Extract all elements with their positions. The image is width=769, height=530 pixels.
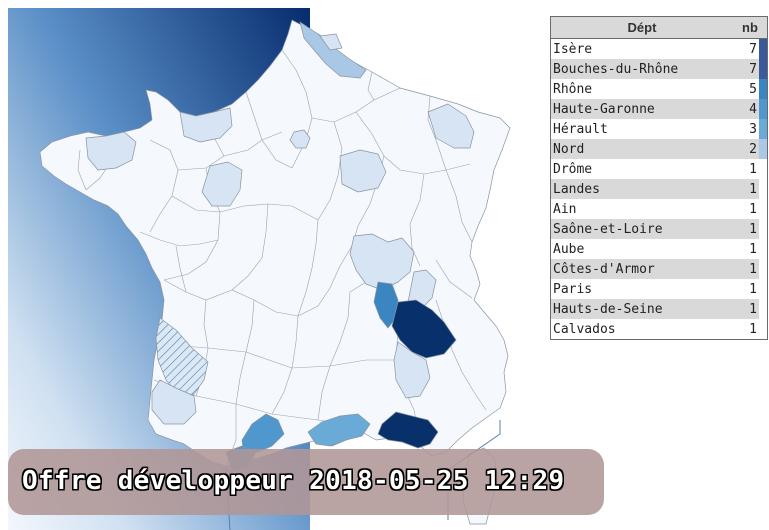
- dept-name: Hauts-de-Seine: [553, 301, 663, 317]
- header-nb: nb: [742, 20, 758, 35]
- dept-count: 7: [749, 41, 757, 57]
- table-row: Aube 1: [551, 239, 767, 259]
- table-row: Drôme 1: [551, 159, 767, 179]
- table-row: Côtes-d'Armor 1: [551, 259, 767, 279]
- color-swatch: [759, 79, 767, 99]
- dept-name: Rhône: [553, 81, 593, 97]
- table-row: Isère 7: [551, 39, 767, 59]
- dept-moselle: [427, 103, 475, 149]
- dept-name: Hérault: [553, 121, 608, 137]
- table-row: Rhône 5: [551, 79, 767, 99]
- dept-name: Nord: [553, 141, 585, 157]
- dept-count: 5: [749, 81, 757, 97]
- dept-name: Paris: [553, 281, 593, 297]
- table-row: Hérault 3: [551, 119, 767, 139]
- dept-name: Isère: [553, 41, 593, 57]
- color-swatch: [759, 119, 767, 139]
- dept-name: Drôme: [553, 161, 593, 177]
- dept-count: 1: [749, 261, 757, 277]
- dept-count: 1: [749, 241, 757, 257]
- color-swatch: [759, 319, 767, 339]
- table-row: Landes 1: [551, 179, 767, 199]
- dept-count: 1: [749, 161, 757, 177]
- color-swatch: [759, 299, 767, 319]
- dept-name: Ain: [553, 201, 577, 217]
- dept-name: Haute-Garonne: [553, 101, 655, 117]
- banner-text: Offre développeur 2018-05-25 12:29: [22, 466, 565, 496]
- table-header: Dépt nb: [551, 17, 767, 39]
- dept-count: 1: [749, 301, 757, 317]
- table-row: Ain 1: [551, 199, 767, 219]
- table-row: Paris 1: [551, 279, 767, 299]
- dept-name: Bouches-du-Rhône: [553, 61, 679, 77]
- color-swatch: [759, 139, 767, 159]
- color-swatch: [759, 179, 767, 199]
- dept-name: Calvados: [553, 321, 616, 337]
- table-row: Hauts-de-Seine 1: [551, 299, 767, 319]
- dept-count: 1: [749, 281, 757, 297]
- dept-landes: [155, 317, 209, 397]
- dept-count: 3: [749, 121, 757, 137]
- dept-bouches-du-rhone: [377, 411, 439, 449]
- department-count-table: Dépt nb Isère 7 Bouches-du-Rhône 7 Rhône 5 Hau…: [550, 16, 768, 340]
- dept-paris-region: [289, 129, 311, 149]
- color-swatch: [759, 259, 767, 279]
- table-row: Calvados 1: [551, 319, 767, 339]
- dept-count: 1: [749, 181, 757, 197]
- dept-count: 1: [749, 221, 757, 237]
- dept-calvados: [179, 107, 233, 143]
- color-swatch: [759, 199, 767, 219]
- dept-aube: [339, 149, 387, 193]
- color-swatch: [759, 279, 767, 299]
- dept-name: Aube: [553, 241, 585, 257]
- header-dept: Dépt: [627, 20, 657, 35]
- dept-herault: [307, 413, 371, 447]
- dept-name: Saône-et-Loire: [553, 221, 663, 237]
- color-swatch: [759, 159, 767, 179]
- dept-saone-et-loire: [349, 233, 415, 291]
- color-swatch: [759, 99, 767, 119]
- dept-name: Côtes-d'Armor: [553, 261, 655, 277]
- dept-isere: [391, 299, 457, 359]
- dept-count: 1: [749, 321, 757, 337]
- dept-gironde: [151, 379, 197, 425]
- overlay-banner: [8, 449, 604, 515]
- dept-nord-coast: [319, 33, 343, 51]
- table-row: Haute-Garonne 4: [551, 99, 767, 119]
- dept-count: 2: [749, 141, 757, 157]
- color-swatch: [759, 59, 767, 79]
- dept-count: 4: [749, 101, 757, 117]
- table-row: Nord 2: [551, 139, 767, 159]
- table-row: Bouches-du-Rhône 7: [551, 59, 767, 79]
- color-swatch: [759, 219, 767, 239]
- table-row: Saône-et-Loire 1: [551, 219, 767, 239]
- dept-cotes-darmor: [85, 131, 137, 171]
- table-body: Isère 7 Bouches-du-Rhône 7 Rhône 5 Haute-Garon…: [551, 39, 767, 339]
- dept-loir-et-cher: [201, 161, 243, 207]
- dept-rhone: [373, 281, 399, 329]
- dept-name: Landes: [553, 181, 600, 197]
- color-swatch: [759, 39, 767, 59]
- color-swatch: [759, 239, 767, 259]
- department-borders: [77, 49, 487, 467]
- dept-count: 1: [749, 201, 757, 217]
- dept-drome: [393, 341, 431, 399]
- dept-count: 7: [749, 61, 757, 77]
